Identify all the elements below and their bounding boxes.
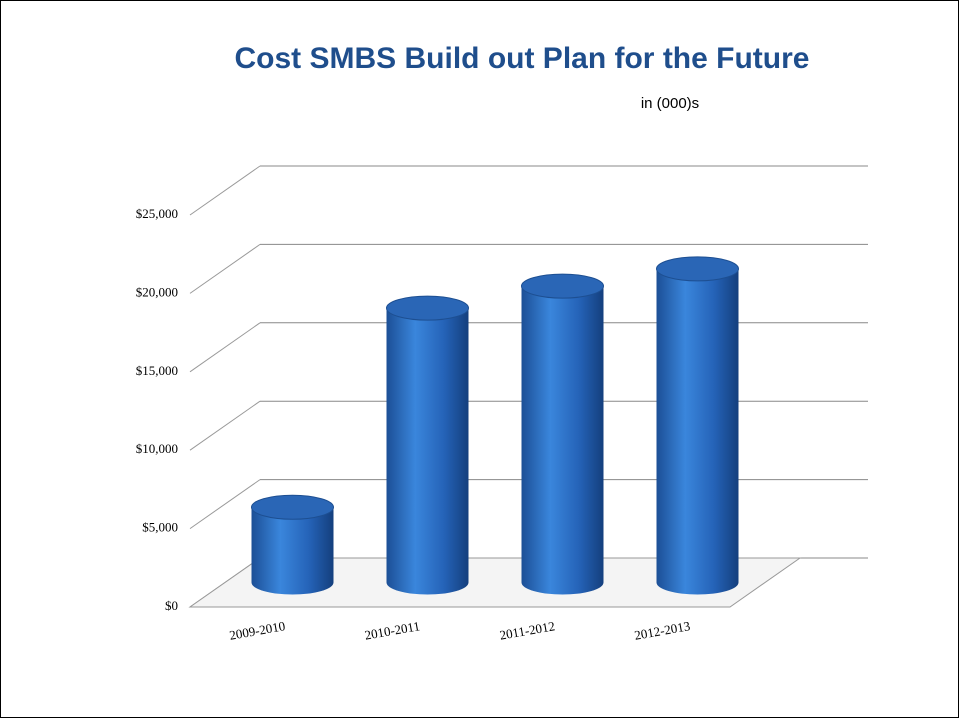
y-tick-label: $5,000	[142, 520, 178, 535]
bar-body	[656, 268, 739, 595]
bar-body	[521, 286, 604, 595]
bar	[251, 494, 334, 595]
bar	[386, 295, 469, 595]
y-tick-label: $20,000	[136, 284, 178, 299]
bar-body	[251, 507, 334, 595]
y-tick-label: $10,000	[136, 441, 178, 456]
grid-line-side	[189, 243, 261, 294]
bar-top	[386, 295, 469, 321]
bar-top	[521, 273, 604, 299]
grid-line-side	[189, 165, 261, 216]
grid-line-side	[189, 400, 261, 451]
chart-title: Cost SMBS Build out Plan for the Future	[235, 42, 810, 75]
bar-top	[251, 494, 334, 520]
bar-body	[386, 308, 469, 595]
bar-top	[656, 256, 739, 282]
bar	[656, 256, 739, 595]
bar	[521, 273, 604, 595]
grid-line-side	[189, 479, 261, 530]
y-tick-label: $15,000	[136, 363, 178, 378]
y-tick-label: $25,000	[136, 206, 178, 221]
grid-line-side	[189, 322, 261, 373]
floor	[188, 557, 802, 608]
y-tick-label: $0	[165, 598, 178, 613]
chart-subtitle: in (000)s	[641, 95, 699, 112]
